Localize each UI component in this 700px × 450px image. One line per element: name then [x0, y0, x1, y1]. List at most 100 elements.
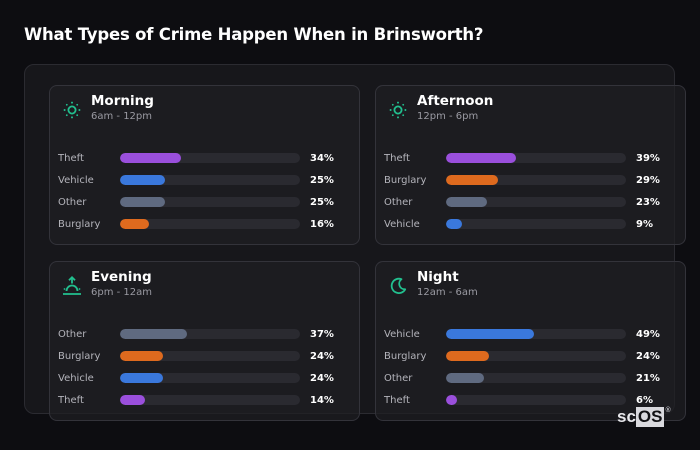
bar-row-theft: Theft 39%	[384, 147, 674, 169]
bar-value: 34%	[310, 152, 334, 164]
bar-list: Vehicle 49% Burglary 24% Other 21% Theft 6%	[384, 323, 674, 411]
bar-fill	[120, 373, 164, 383]
bar-track	[120, 395, 300, 405]
bar-fill	[446, 351, 490, 361]
card-titles: Morning 6am - 12pm	[91, 93, 154, 123]
brand-logo: sc OS ®	[617, 407, 671, 427]
bar-track	[120, 329, 300, 339]
bar-track	[120, 175, 300, 185]
bar-track	[446, 373, 626, 383]
bar-fill	[446, 175, 499, 185]
moon-icon	[388, 276, 408, 296]
bar-row-vehicle: Vehicle 25%	[58, 169, 348, 191]
bar-value: 16%	[310, 218, 334, 230]
card-header: Evening 6pm - 12am	[62, 269, 152, 299]
bar-track	[446, 153, 626, 163]
registered-mark: ®	[665, 407, 671, 414]
card-header: Afternoon 12pm - 6pm	[388, 93, 493, 123]
bar-value: 21%	[636, 372, 660, 384]
bar-track	[446, 395, 626, 405]
bar-label: Burglary	[384, 350, 427, 362]
page-title: What Types of Crime Happen When in Brins…	[24, 25, 484, 44]
bar-row-burglary: Burglary 24%	[58, 345, 348, 367]
bar-fill	[120, 175, 165, 185]
bar-value: 37%	[310, 328, 334, 340]
bar-fill	[120, 351, 164, 361]
bar-fill	[446, 153, 517, 163]
bar-value: 6%	[636, 394, 653, 406]
bar-label: Other	[58, 328, 87, 340]
bar-fill	[446, 395, 457, 405]
bar-label: Vehicle	[384, 218, 420, 230]
bar-list: Theft 39% Burglary 29% Other 23% Vehicle 9%	[384, 147, 674, 235]
bar-label: Vehicle	[384, 328, 420, 340]
card-afternoon: Afternoon 12pm - 6pm Theft 39% Burglary 29% Ot…	[375, 85, 686, 245]
bar-label: Theft	[58, 152, 84, 164]
bar-row-theft: Theft 34%	[58, 147, 348, 169]
bar-label: Theft	[58, 394, 84, 406]
bar-row-other: Other 37%	[58, 323, 348, 345]
sun-icon	[62, 100, 82, 120]
bar-label: Burglary	[58, 218, 101, 230]
bar-fill	[120, 395, 146, 405]
bar-fill	[120, 329, 187, 339]
card-time-range: 6pm - 12am	[91, 287, 153, 298]
bar-track	[446, 197, 626, 207]
bar-fill	[446, 329, 535, 339]
logo-text-sc: sc	[617, 407, 636, 426]
bar-value: 25%	[310, 174, 334, 186]
bar-fill	[120, 153, 182, 163]
card-titles: Evening 6pm - 12am	[91, 269, 152, 299]
card-title: Night	[417, 269, 459, 285]
bar-row-vehicle: Vehicle 24%	[58, 367, 348, 389]
bar-fill	[446, 373, 484, 383]
card-night: Night 12am - 6am Vehicle 49% Burglary 24% Othe…	[375, 261, 686, 421]
sun-icon	[388, 100, 408, 120]
bar-track	[120, 153, 300, 163]
card-time-range: 12am - 6am	[417, 287, 478, 298]
bar-row-vehicle: Vehicle 9%	[384, 213, 674, 235]
bar-track	[120, 197, 300, 207]
bar-label: Other	[384, 196, 413, 208]
bar-value: 29%	[636, 174, 660, 186]
card-titles: Afternoon 12pm - 6pm	[417, 93, 493, 123]
bar-label: Burglary	[58, 350, 101, 362]
card-title: Morning	[91, 93, 154, 109]
bar-value: 9%	[636, 218, 653, 230]
card-morning: Morning 6am - 12pm Theft 34% Vehicle 25% Other…	[49, 85, 360, 245]
bar-row-other: Other 23%	[384, 191, 674, 213]
bar-row-theft: Theft 14%	[58, 389, 348, 411]
bar-track	[446, 329, 626, 339]
card-time-range: 6am - 12pm	[91, 111, 153, 122]
bar-value: 39%	[636, 152, 660, 164]
card-header: Morning 6am - 12pm	[62, 93, 154, 123]
bar-row-burglary: Burglary 16%	[58, 213, 348, 235]
bar-row-vehicle: Vehicle 49%	[384, 323, 674, 345]
card-time-range: 12pm - 6pm	[417, 111, 479, 122]
bar-track	[120, 351, 300, 361]
bar-label: Vehicle	[58, 372, 94, 384]
bar-fill	[446, 219, 463, 229]
bar-value: 23%	[636, 196, 660, 208]
bar-fill	[446, 197, 488, 207]
logo-text-os: OS	[635, 407, 665, 427]
card-titles: Night 12am - 6am	[417, 269, 478, 299]
bar-value: 24%	[636, 350, 660, 362]
bar-list: Other 37% Burglary 24% Vehicle 24% Theft 14%	[58, 323, 348, 411]
bar-label: Other	[58, 196, 87, 208]
bar-label: Theft	[384, 152, 410, 164]
bar-row-other: Other 21%	[384, 367, 674, 389]
bar-row-burglary: Burglary 24%	[384, 345, 674, 367]
bar-label: Other	[384, 372, 413, 384]
bar-label: Vehicle	[58, 174, 94, 186]
bar-track	[120, 373, 300, 383]
bar-value: 49%	[636, 328, 660, 340]
bar-row-burglary: Burglary 29%	[384, 169, 674, 191]
bar-track	[446, 219, 626, 229]
bar-row-other: Other 25%	[58, 191, 348, 213]
bar-value: 14%	[310, 394, 334, 406]
card-header: Night 12am - 6am	[388, 269, 478, 299]
bar-value: 24%	[310, 372, 334, 384]
bar-row-theft: Theft 6%	[384, 389, 674, 411]
